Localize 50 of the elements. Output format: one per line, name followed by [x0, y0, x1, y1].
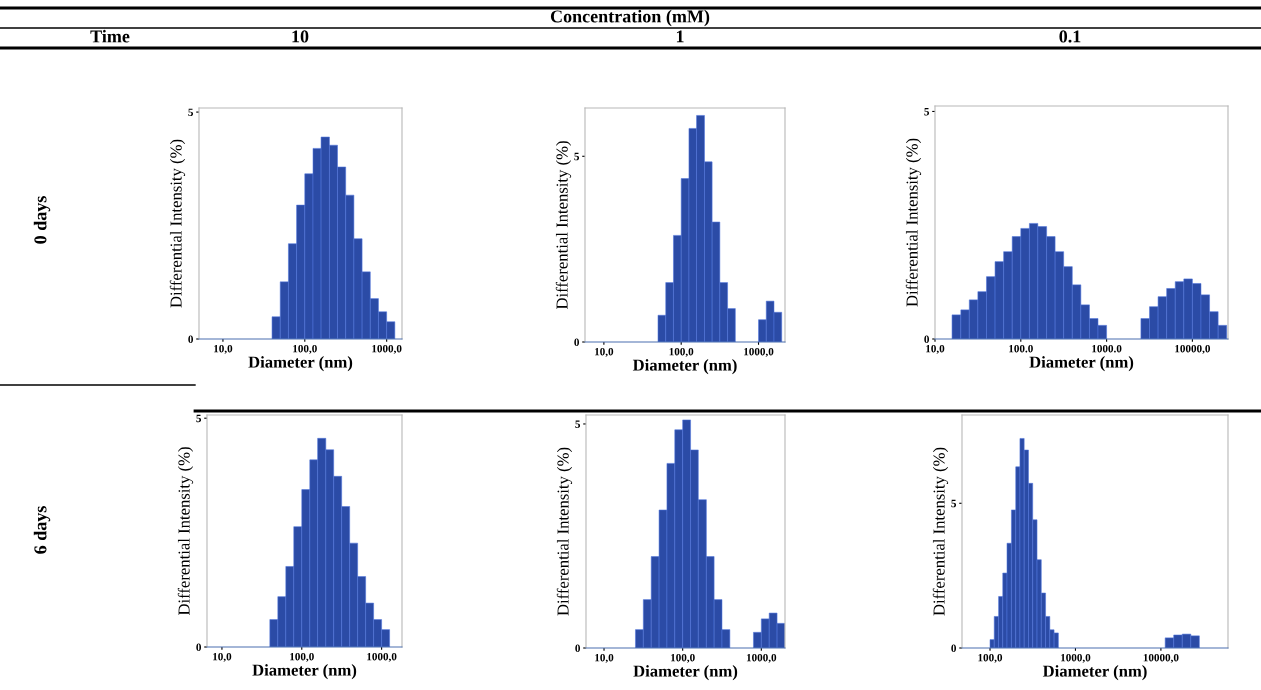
x-tick-label: 1000,0 — [744, 347, 774, 357]
y-axis-title: Differential Intensity (%) — [905, 138, 922, 307]
x-tick-label: 10,0 — [214, 344, 233, 354]
x-axis-title: Diameter (nm) — [633, 665, 738, 681]
x-axis-title: Diameter (nm) — [1029, 356, 1134, 372]
text: Concentration (mM) — [550, 9, 710, 27]
text: 0.1 — [1059, 30, 1081, 43]
x-axis-title: Diameter (nm) — [248, 356, 353, 372]
y-tick-label: 0 — [196, 643, 202, 651]
x-tick-label: 1000,0 — [1061, 653, 1091, 663]
x-tick-label: 10,0 — [926, 344, 945, 354]
x-tick-label: 1000.0 — [1092, 344, 1122, 353]
y-tick-label: 5 — [188, 108, 194, 117]
x-tick-label: 100,0 — [290, 652, 314, 662]
y-tick-label: 5 — [574, 152, 580, 161]
x-tick-label: 1000,0 — [367, 652, 397, 662]
y-axis-title: Differential Intensity (%) — [177, 447, 194, 616]
y-axis-title: Differential Intensity (%) — [556, 447, 573, 616]
x-tick-label: 100,0 — [293, 344, 317, 354]
text: 0 days — [33, 196, 51, 244]
y-tick-label: 0 — [924, 335, 930, 343]
x-tick-label: 10,0 — [595, 653, 614, 663]
x-tick-label: 1000,0 — [746, 653, 777, 663]
y-tick-label: 0 — [951, 644, 957, 652]
y-tick-label: 0 — [575, 644, 581, 652]
x-axis-title: Diameter (nm) — [632, 359, 737, 375]
x-tick-label: 10,0 — [595, 347, 614, 357]
text: 10 — [292, 30, 309, 43]
y-tick-label: 0 — [574, 338, 580, 346]
x-tick-label: 1000,0 — [372, 344, 402, 354]
x-tick-label: 10000,0 — [1143, 653, 1179, 663]
x-tick-label: 100.0 — [1009, 344, 1033, 353]
text: Time — [90, 29, 130, 43]
y-axis-title: Differential Intensity (%) — [169, 139, 186, 308]
text: 6 days — [33, 506, 51, 554]
y-tick-label: 5 — [951, 499, 957, 508]
y-tick-label: 0 — [188, 335, 194, 343]
x-tick-label: 10000,0 — [1175, 344, 1211, 354]
x-axis-title: Diameter (nm) — [252, 664, 357, 680]
x-axis-title: Diameter (nm) — [1042, 665, 1147, 681]
text: 1 — [676, 30, 684, 43]
y-axis-title: Differential Intensity (%) — [555, 141, 572, 310]
y-tick-label: 5 — [196, 414, 202, 423]
x-tick-label: 10,0 — [213, 652, 232, 662]
x-tick-label: 100,0 — [671, 653, 695, 663]
y-tick-label: 5 — [575, 420, 581, 428]
x-tick-label: 100,0 — [669, 347, 694, 357]
y-axis-title: Differential Intensity (%) — [932, 447, 949, 616]
x-tick-label: 100,0 — [978, 653, 1003, 663]
y-tick-label: 5 — [924, 108, 930, 116]
